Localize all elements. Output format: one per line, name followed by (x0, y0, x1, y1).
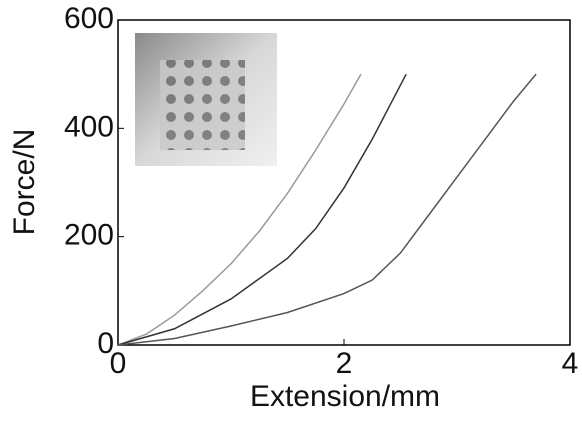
y-axis-label: Force/N (8, 129, 41, 236)
x-tick-label: 2 (336, 347, 353, 380)
line-series (117, 73, 537, 346)
x-axis-label: Extension/mm (250, 380, 440, 413)
x-tick-label: 4 (562, 347, 579, 380)
y-tick-label: 600 (64, 2, 114, 35)
x-tick-label: 0 (110, 347, 127, 380)
inset-photo (135, 33, 277, 166)
y-tick-label: 200 (64, 219, 114, 252)
line-series (117, 73, 407, 346)
y-tick-label: 400 (64, 110, 114, 143)
y-tick-label: 0 (97, 327, 114, 360)
line-series (117, 73, 362, 346)
